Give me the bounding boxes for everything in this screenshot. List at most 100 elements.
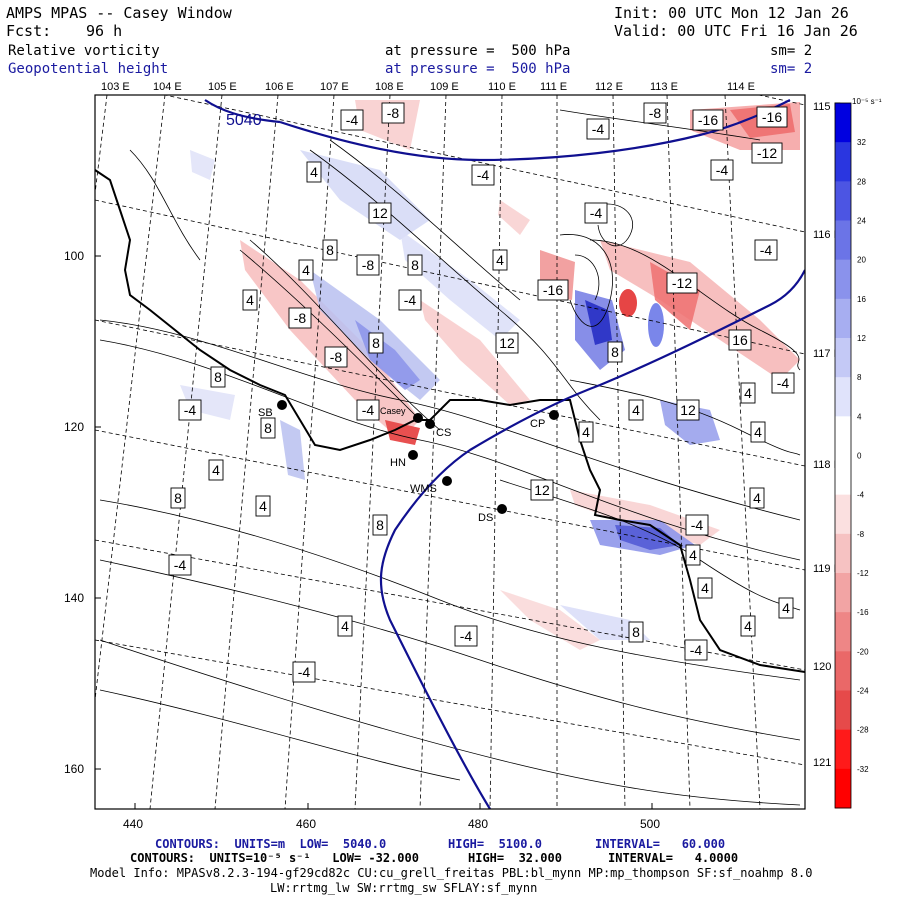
field2-name: Geopotential height — [8, 61, 169, 77]
contour-label-box — [666, 272, 698, 294]
field1-name: Relative vorticity — [8, 43, 160, 59]
contour-label-box — [381, 102, 405, 124]
lat-label-right: 116 E — [813, 229, 841, 241]
contour-label-box — [292, 661, 316, 683]
contour-label: 4 — [689, 547, 697, 563]
height-contour-label: 5040 — [226, 112, 262, 129]
colorbar-label: 28 — [857, 177, 866, 186]
contour-label: -12 — [757, 145, 777, 161]
contour-label: -16 — [762, 109, 782, 125]
colorbar-label: -32 — [857, 765, 869, 774]
contour-label: 8 — [376, 517, 384, 533]
lon-label-top: 112 E — [595, 81, 623, 93]
footer-vort-interval: INTERVAL= 4.0000 — [608, 851, 739, 865]
contour-label: 4 — [753, 490, 761, 506]
contour-label: 4 — [310, 164, 318, 180]
contour-label: 8 — [632, 624, 640, 640]
colorbar-label: 12 — [857, 334, 866, 343]
contour-label: 4 — [632, 402, 640, 418]
station-label-ds: DS — [478, 512, 493, 524]
contour-label-box — [586, 118, 610, 140]
lat-label-right: 115 E — [813, 101, 841, 113]
contour-label-box — [306, 161, 322, 183]
footer-height-contours: CONTOURS: UNITS=m LOW= 5040.0 — [155, 837, 387, 851]
contour-label-box — [288, 307, 312, 329]
contour-label-box — [771, 372, 795, 394]
colorbar-segment — [835, 298, 851, 339]
colorbar-frame — [834, 102, 852, 809]
contour-label-box — [368, 332, 384, 354]
colorbar-labels: 32 28 24 20 16 12 8 4 0 -4 -8 -12 -16 -20 -24 -28 -32 — [857, 138, 869, 774]
contour-label: 4 — [259, 498, 267, 514]
contour-label-box — [495, 332, 519, 354]
footer-vort-high: HIGH= 32.000 — [468, 851, 562, 865]
contour-label-box — [170, 487, 186, 509]
contour-label-box — [324, 346, 348, 368]
vorticity-shading — [180, 100, 800, 650]
lat-labels-right: 115 E 116 E 117 E 118 E 119 E 120 E 121 E — [813, 101, 842, 769]
contour-label: -16 — [698, 112, 718, 128]
lon-label-top: 105 E — [208, 81, 237, 93]
colorbar-label: -20 — [857, 647, 869, 656]
lon-label-top: 108 E — [375, 81, 404, 93]
contour-label-box — [530, 479, 554, 501]
vorticity-contours — [99, 109, 801, 806]
contour-label: 4 — [744, 618, 752, 634]
lon-label-top: 113 E — [650, 81, 678, 93]
contour-label: 4 — [496, 252, 504, 268]
contour-label-box — [255, 495, 271, 517]
y-tick-label: 140 — [64, 591, 84, 605]
contour-label: 4 — [582, 424, 590, 440]
lon-label-top: 107 E — [320, 81, 349, 93]
contour-label: 8 — [264, 420, 272, 436]
contour-label-box — [368, 202, 392, 224]
contour-label-box — [208, 459, 224, 481]
contour-label-box — [210, 366, 226, 388]
contour-label: -4 — [460, 628, 473, 644]
contour-label: 4 — [782, 600, 790, 616]
contour-label: -4 — [404, 292, 417, 308]
contour-label: -4 — [184, 402, 197, 418]
valid-time: Valid: 00 UTC Fri 16 Jan 26 — [614, 22, 858, 40]
contour-label: -4 — [716, 162, 729, 178]
contour-label-box — [398, 289, 422, 311]
contour-label-box — [754, 239, 778, 261]
field1-smoothing: sm= 2 — [770, 43, 813, 59]
colorbar-label: -12 — [857, 569, 869, 578]
contour-label: 4 — [754, 424, 762, 440]
x-tick-label: 440 — [123, 817, 143, 831]
contour-label-box — [697, 577, 713, 599]
colorbar-segment — [835, 181, 851, 221]
colorbar-label: -28 — [857, 726, 869, 735]
colorbar-segment — [835, 455, 851, 496]
contour-label-box — [260, 417, 276, 439]
contour-label: -4 — [777, 375, 790, 391]
contour-label: -4 — [590, 205, 603, 221]
contour-label: 8 — [411, 257, 419, 273]
station-dot-casey — [413, 413, 423, 423]
lat-label-right: 117 E — [813, 348, 841, 360]
colorbar-label: -4 — [857, 491, 865, 500]
colorbar — [834, 102, 852, 809]
contour-label-box — [756, 106, 788, 128]
contour-label-box — [492, 249, 508, 271]
footer-height-interval: INTERVAL= 60.000 — [595, 837, 726, 851]
colorbar-segment — [835, 259, 851, 300]
footer-physics-info: LW:rrtmg_lw SW:rrtmg_sw SFLAY:sf_mynn — [270, 881, 538, 895]
field1-level: at pressure = 500 hPa — [385, 43, 571, 59]
contour-label-box — [407, 254, 423, 276]
contour-label: -4 — [298, 664, 311, 680]
colorbar-segment — [835, 612, 851, 652]
contour-label-box — [628, 399, 644, 421]
colorbar-segment — [835, 729, 851, 770]
contour-label-box — [728, 329, 752, 351]
init-time: Init: 00 UTC Mon 12 Jan 26 — [614, 4, 849, 22]
station-dot-cp — [549, 410, 559, 420]
contour-label-box — [584, 202, 608, 224]
forecast-hour: 96 h — [86, 22, 123, 40]
lat-label-right: 118 E — [813, 459, 841, 471]
contour-label-box — [356, 254, 380, 276]
contour-label: -8 — [294, 310, 307, 326]
contour-label: -4 — [690, 642, 703, 658]
